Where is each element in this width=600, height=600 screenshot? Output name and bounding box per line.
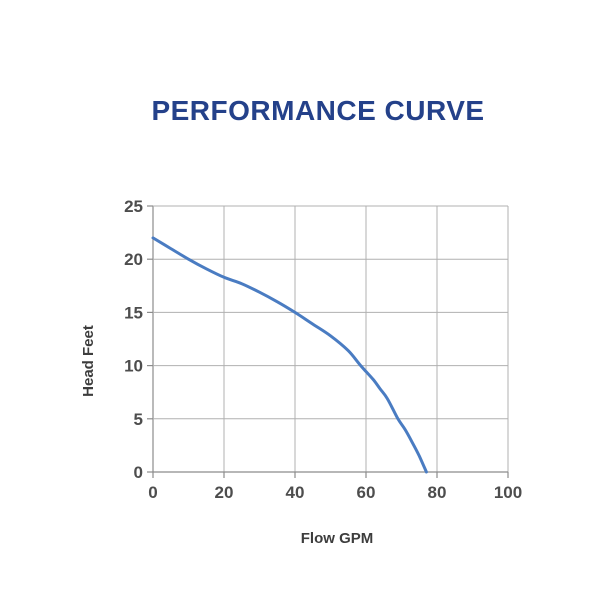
- axis-tick-marks: [147, 205, 509, 478]
- x-tick-label: 60: [357, 483, 376, 502]
- y-tick-label: 25: [124, 197, 143, 216]
- y-tick-label: 10: [124, 357, 143, 376]
- x-tick-label: 0: [148, 483, 157, 502]
- y-tick-label: 15: [124, 303, 143, 322]
- x-tick-label: 100: [494, 483, 522, 502]
- x-tick-label: 40: [286, 483, 305, 502]
- y-tick-label: 5: [134, 410, 143, 429]
- x-axis-title: Flow GPM: [301, 530, 374, 547]
- tick-labels: 0 20 40 60 80 100 0 5 10 15 20 25: [124, 197, 522, 502]
- pump-curve-line: [151, 236, 428, 474]
- grid-lines: [152, 205, 509, 473]
- y-tick-label: 0: [134, 463, 143, 482]
- y-axis-title: Head Feet: [80, 325, 97, 397]
- chart-title: PERFORMANCE CURVE: [151, 95, 485, 126]
- x-tick-label: 20: [215, 483, 234, 502]
- x-tick-label: 80: [428, 483, 447, 502]
- y-tick-label: 20: [124, 250, 143, 269]
